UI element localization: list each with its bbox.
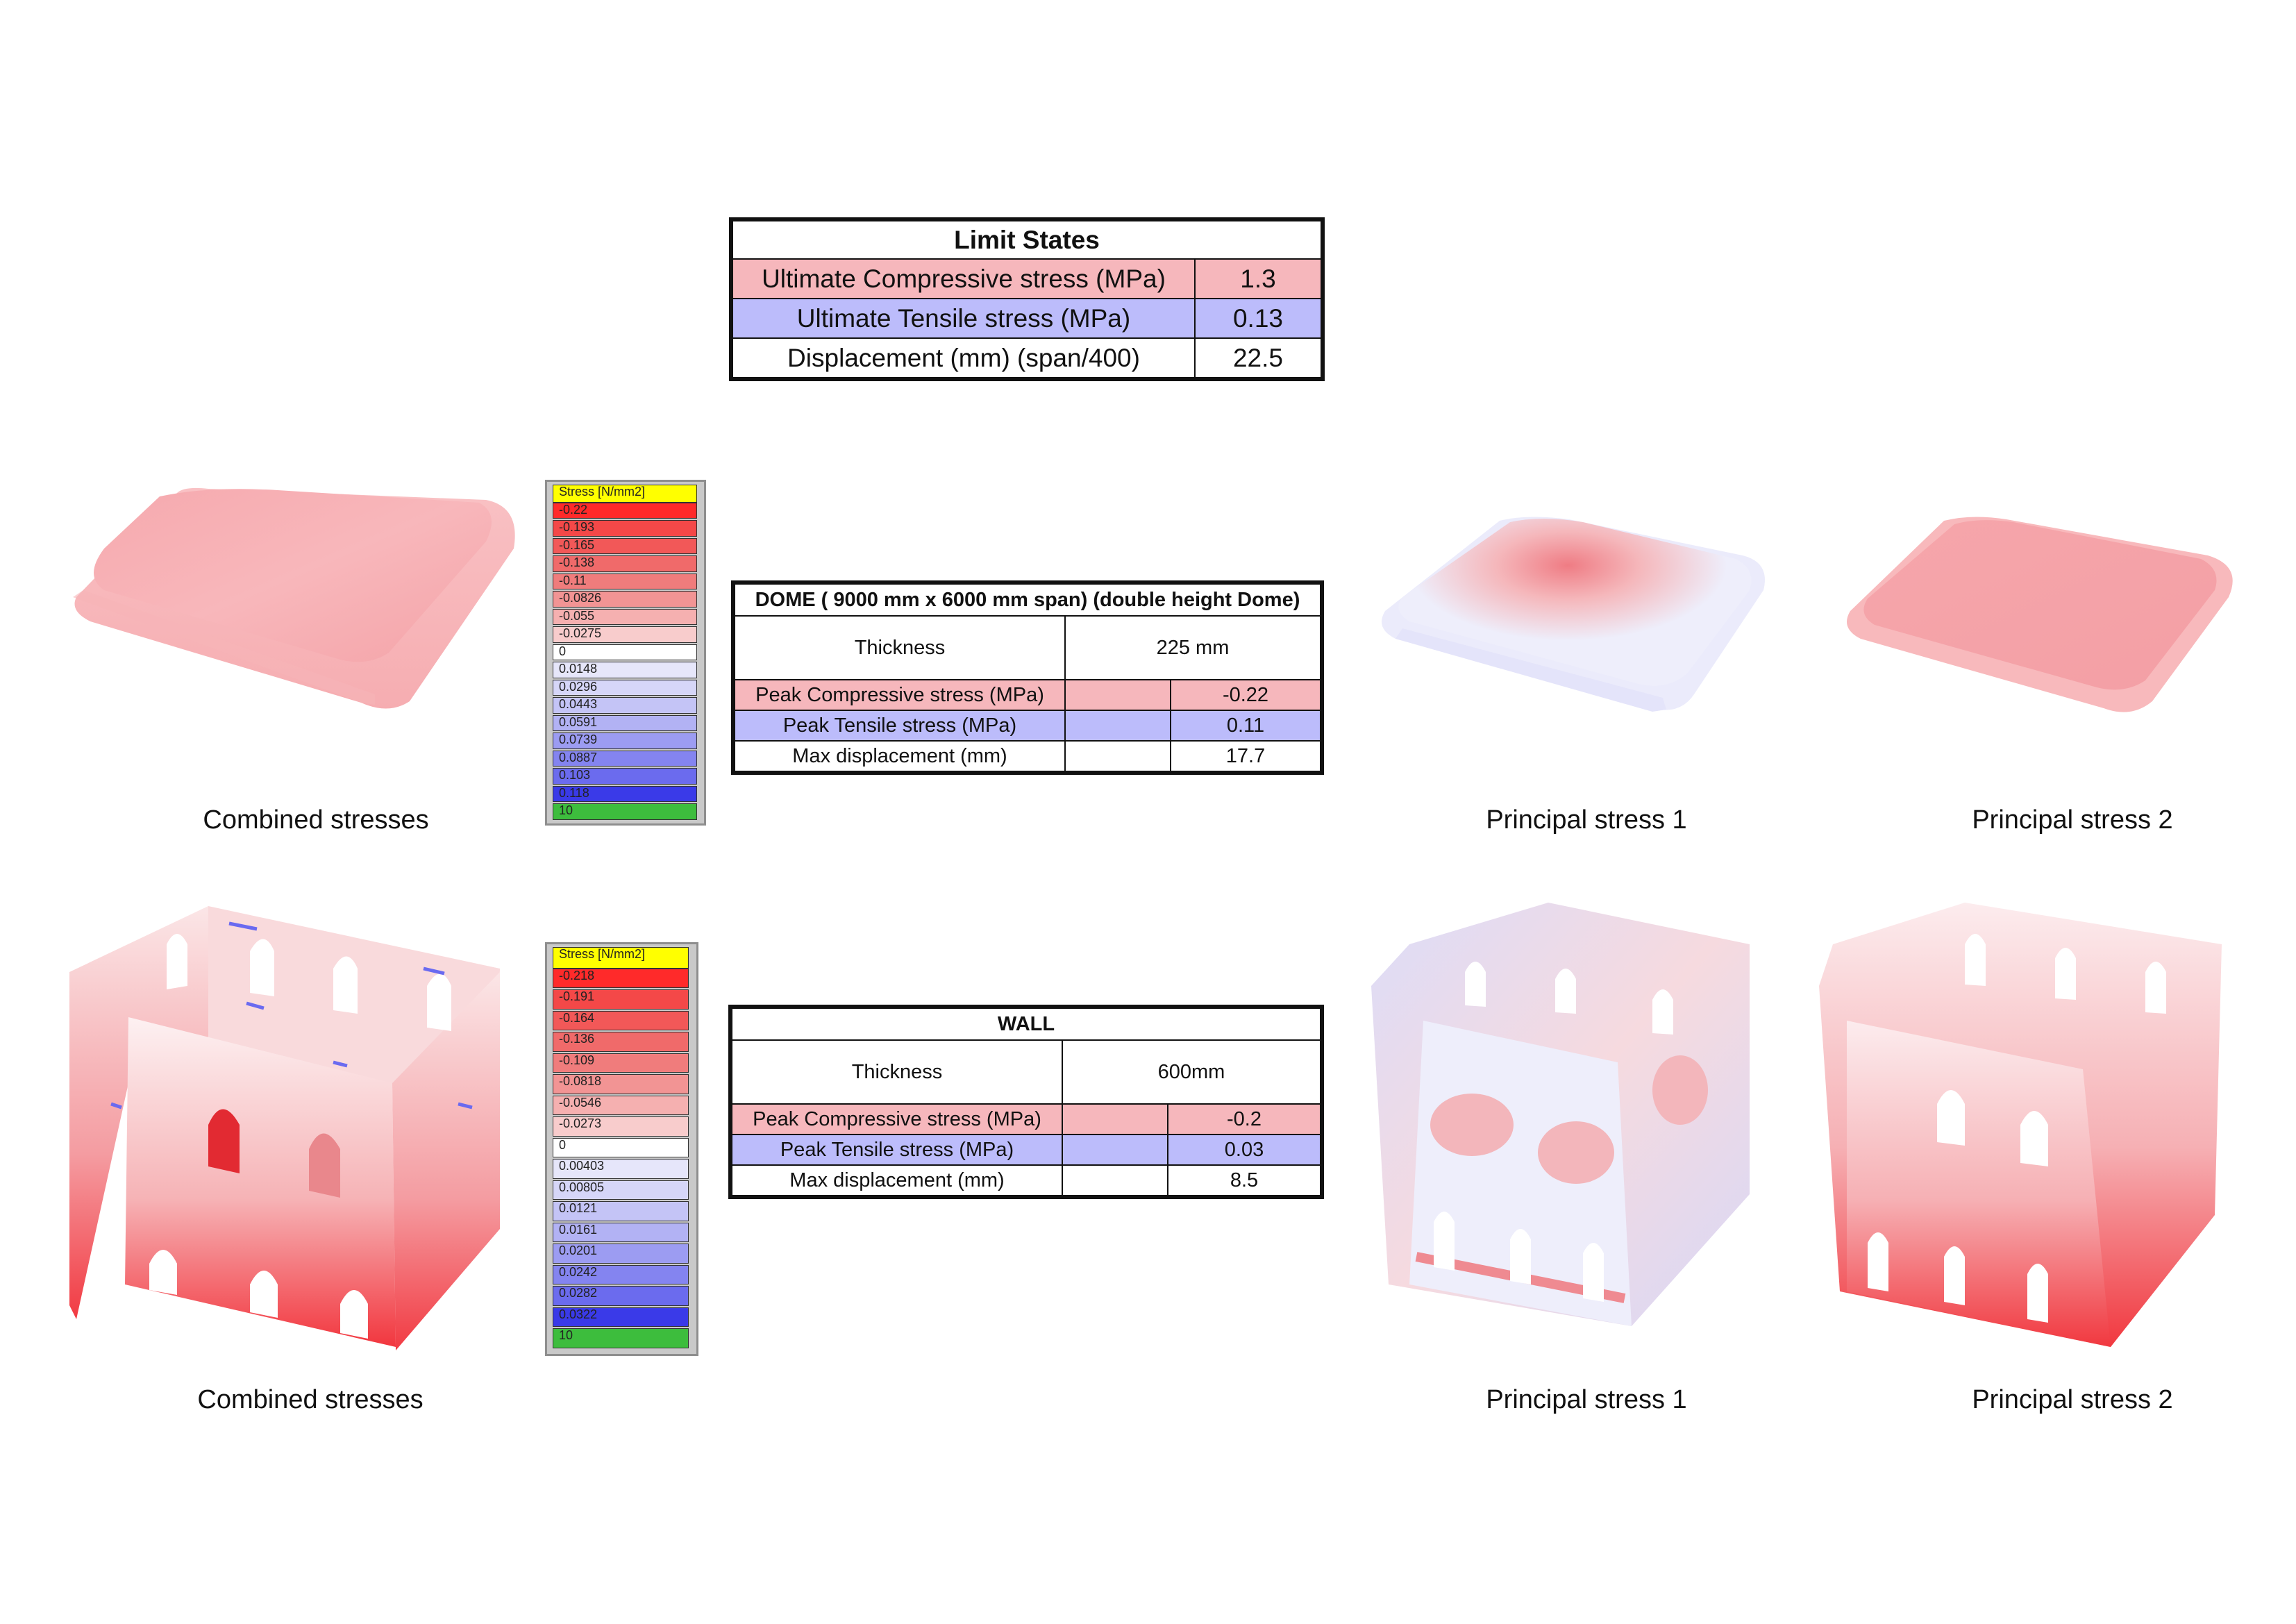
legend-entry: 0.0591 xyxy=(553,714,697,731)
legend-entry: 10 xyxy=(553,803,697,820)
dome-spacer-cell xyxy=(1064,740,1171,772)
legend-entry: 0.0121 xyxy=(553,1201,689,1221)
legend-entry: 0.118 xyxy=(553,785,697,802)
legend-entry: -0.0275 xyxy=(553,626,697,643)
ultimate-tensile-value: 0.13 xyxy=(1194,298,1322,339)
legend-entry: -0.109 xyxy=(553,1053,689,1073)
dome-combined-caption: Combined stresses xyxy=(203,805,429,835)
legend-entry: 0.0161 xyxy=(553,1222,689,1242)
legend-entry: -0.11 xyxy=(553,573,697,589)
legend-entry: -0.138 xyxy=(553,555,697,572)
dome-peak-tensile-label: Peak Tensile stress (MPa) xyxy=(734,710,1066,742)
dome-peak-tensile-value: 0.11 xyxy=(1170,710,1321,742)
wall-thickness-value: 600mm xyxy=(1062,1039,1321,1105)
legend-entry: 0.0242 xyxy=(553,1264,689,1284)
dome-spacer-cell xyxy=(1064,710,1171,742)
wall-spacer-cell xyxy=(1062,1164,1168,1196)
legend-entry: 0.0887 xyxy=(553,750,697,767)
legend-entry: 0 xyxy=(553,644,697,660)
legend-entry: 0.00403 xyxy=(553,1159,689,1179)
dome-stress-legend: Stress [N/mm2] -0.22 -0.193 -0.165 -0.138 -0.… xyxy=(545,480,706,826)
legend-entry: -0.164 xyxy=(553,1010,689,1030)
legend-entry: -0.0818 xyxy=(553,1074,689,1094)
wall-thickness-label: Thickness xyxy=(731,1039,1063,1105)
legend-entry: 0.103 xyxy=(553,768,697,785)
dome-results-table: DOME ( 9000 mm x 6000 mm span) (double h… xyxy=(731,580,1324,775)
legend-entry: 0.0282 xyxy=(553,1286,689,1306)
dome-principal-2-caption: Principal stress 2 xyxy=(1972,805,2173,835)
wall-spacer-cell xyxy=(1062,1134,1168,1166)
displacement-label: Displacement (mm) (span/400) xyxy=(732,337,1196,378)
legend-entry: 0.0296 xyxy=(553,679,697,696)
dome-peak-compressive-value: -0.22 xyxy=(1170,679,1321,711)
wall-peak-tensile-label: Peak Tensile stress (MPa) xyxy=(731,1134,1063,1166)
legend-entry: 0.0201 xyxy=(553,1244,689,1264)
wall-peak-tensile-value: 0.03 xyxy=(1167,1134,1321,1166)
wall-results-table: WALL Thickness 600mm Peak Compressive st… xyxy=(728,1005,1324,1199)
wall-peak-compressive-value: -0.2 xyxy=(1167,1103,1321,1135)
limit-states-title: Limit States xyxy=(732,220,1322,260)
legend-entry: 10 xyxy=(553,1328,689,1348)
wall-combined-caption: Combined stresses xyxy=(197,1385,424,1414)
legend-entry: -0.191 xyxy=(553,989,689,1010)
ultimate-compressive-label: Ultimate Compressive stress (MPa) xyxy=(732,258,1196,299)
wall-spacer-cell xyxy=(1062,1103,1168,1135)
wall-principal-1-caption: Principal stress 1 xyxy=(1486,1385,1687,1414)
dome-table-title: DOME ( 9000 mm x 6000 mm span) (double h… xyxy=(734,583,1321,617)
wall-max-displacement-label: Max displacement (mm) xyxy=(731,1164,1063,1196)
wall-max-displacement-value: 8.5 xyxy=(1167,1164,1321,1196)
legend-entry: 0 xyxy=(553,1137,689,1157)
legend-entry: -0.22 xyxy=(553,502,697,519)
legend-entry: 0.0443 xyxy=(553,697,697,714)
dome-thickness-value: 225 mm xyxy=(1064,615,1321,680)
displacement-value: 22.5 xyxy=(1194,337,1322,378)
wall-table-title: WALL xyxy=(731,1007,1321,1041)
legend-entry: -0.055 xyxy=(553,608,697,625)
legend-entry: -0.0273 xyxy=(553,1116,689,1137)
legend-entry: -0.136 xyxy=(553,1032,689,1052)
legend-title: Stress [N/mm2] xyxy=(553,947,689,969)
legend-entry: -0.0546 xyxy=(553,1095,689,1115)
dome-thickness-label: Thickness xyxy=(734,615,1066,680)
dome-max-displacement-value: 17.7 xyxy=(1170,740,1321,772)
legend-entry: -0.193 xyxy=(553,520,697,537)
legend-entry: -0.218 xyxy=(553,968,689,988)
legend-entry: -0.0826 xyxy=(553,591,697,608)
legend-entry: 0.0148 xyxy=(553,662,697,678)
legend-entry: -0.165 xyxy=(553,537,697,554)
legend-title: Stress [N/mm2] xyxy=(553,485,697,503)
ultimate-compressive-value: 1.3 xyxy=(1194,258,1322,299)
dome-principal-1-caption: Principal stress 1 xyxy=(1486,805,1687,835)
ultimate-tensile-label: Ultimate Tensile stress (MPa) xyxy=(732,298,1196,339)
wall-peak-compressive-label: Peak Compressive stress (MPa) xyxy=(731,1103,1063,1135)
legend-entry: 0.0739 xyxy=(553,733,697,749)
wall-stress-legend: Stress [N/mm2] -0.218 -0.191 -0.164 -0.136 -0… xyxy=(545,942,698,1356)
dome-max-displacement-label: Max displacement (mm) xyxy=(734,740,1066,772)
legend-entry: 0.0322 xyxy=(553,1307,689,1327)
wall-principal-2-caption: Principal stress 2 xyxy=(1972,1385,2173,1414)
dome-peak-compressive-label: Peak Compressive stress (MPa) xyxy=(734,679,1066,711)
limit-states-table: Limit States Ultimate Compressive stress… xyxy=(729,217,1325,381)
dome-spacer-cell xyxy=(1064,679,1171,711)
legend-entry: 0.00805 xyxy=(553,1180,689,1200)
